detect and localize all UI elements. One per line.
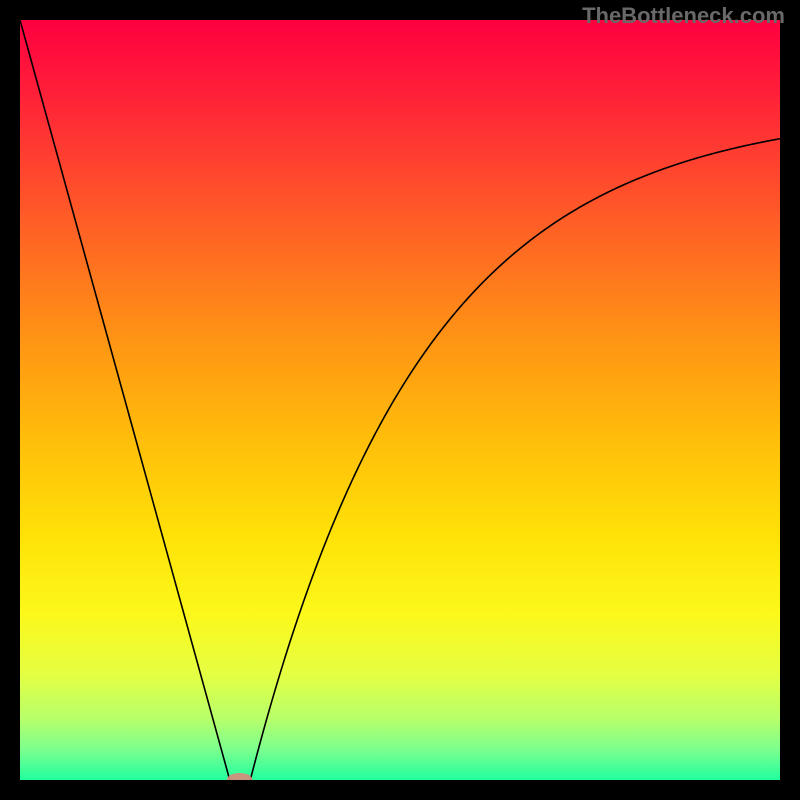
plot-area	[20, 20, 780, 780]
bottleneck-chart	[0, 0, 800, 800]
watermark-text: TheBottleneck.com	[582, 3, 785, 29]
